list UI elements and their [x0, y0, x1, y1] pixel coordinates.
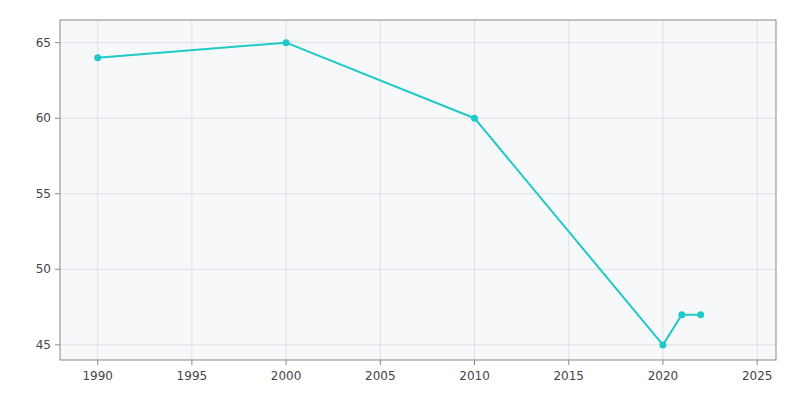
- plot-background: [60, 20, 776, 360]
- y-grid-line: [60, 42, 776, 43]
- x-grid-line: [474, 20, 475, 360]
- y-tick-label: 65: [36, 36, 51, 50]
- x-tick: [286, 360, 287, 365]
- y-grid-line: [60, 193, 776, 194]
- point: [283, 39, 290, 46]
- series: [94, 39, 704, 348]
- x-grid-line: [286, 20, 287, 360]
- y-tick: [55, 118, 60, 119]
- plot-frame: [60, 20, 776, 360]
- x-tick-label: 1995: [177, 369, 208, 383]
- x-tick-label: 2025: [742, 369, 773, 383]
- chart-container: 1990 1995 2000 2005 2010 2015 2020 2025 45 50 55 60…: [0, 0, 800, 400]
- point: [471, 115, 478, 122]
- y-grid-line: [60, 118, 776, 119]
- x-tick: [662, 360, 663, 365]
- y-tick-label: 45: [36, 338, 51, 352]
- x-tick: [757, 360, 758, 365]
- chart-svg: 1990 1995 2000 2005 2010 2015 2020 2025 45 50 55 60…: [0, 0, 800, 400]
- x-grid-line: [757, 20, 758, 360]
- y-tick: [55, 344, 60, 345]
- x-tick: [191, 360, 192, 365]
- x-tick-label: 2005: [365, 369, 396, 383]
- x-grid-line: [380, 20, 381, 360]
- x-tick-label: 2020: [648, 369, 679, 383]
- line: [98, 43, 701, 345]
- x-grid-line: [97, 20, 98, 360]
- x-tick: [568, 360, 569, 365]
- point: [94, 54, 101, 61]
- y-tick-label: 55: [36, 187, 51, 201]
- y-tick-label: 60: [36, 111, 51, 125]
- point: [697, 311, 704, 318]
- grid: [60, 20, 776, 360]
- x-tick-label: 2015: [553, 369, 584, 383]
- x-tick: [97, 360, 98, 365]
- y-tick-label: 50: [36, 262, 51, 276]
- x-tick-label: 2000: [271, 369, 302, 383]
- axes: 1990 1995 2000 2005 2010 2015 2020 2025 45 50 55 60…: [36, 36, 773, 383]
- x-grid-line: [568, 20, 569, 360]
- x-tick: [474, 360, 475, 365]
- y-tick: [55, 269, 60, 270]
- x-grid-line: [191, 20, 192, 360]
- x-tick: [380, 360, 381, 365]
- point: [659, 341, 666, 348]
- point: [678, 311, 685, 318]
- y-tick: [55, 193, 60, 194]
- y-grid-line: [60, 269, 776, 270]
- x-grid-line: [662, 20, 663, 360]
- x-tick-label: 2010: [459, 369, 490, 383]
- x-tick-label: 1990: [82, 369, 113, 383]
- y-grid-line: [60, 344, 776, 345]
- y-tick: [55, 42, 60, 43]
